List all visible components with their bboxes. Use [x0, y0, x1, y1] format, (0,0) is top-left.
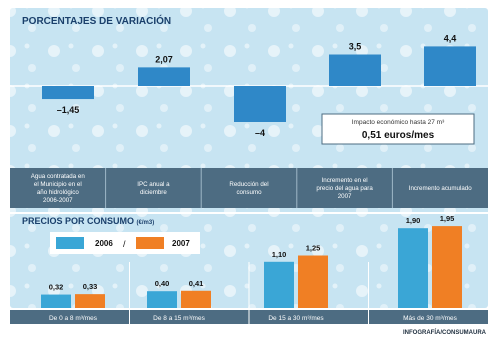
top-bar-4: [329, 54, 381, 86]
bar-value-label: 0,41: [189, 279, 204, 288]
bar-value-label: 1,95: [440, 214, 455, 223]
top-bar-1: [42, 86, 94, 100]
legend-label-2006: 2006: [95, 239, 113, 248]
top-category-label: IPC anual a diciembre: [137, 181, 170, 196]
top-category-label: Incremento en el precio del agua para 2007: [316, 177, 373, 200]
bar-value-label: 0,33: [83, 282, 98, 291]
bar-2006-4: [398, 228, 428, 308]
top-bar-value-label: –1,45: [57, 105, 80, 115]
top-bar-2: [138, 67, 190, 86]
bar-2006-3: [264, 261, 294, 308]
legend-swatch-2007: [136, 237, 164, 249]
top-category-label: Agua contratada en el Municipio en el año …: [31, 173, 86, 204]
top-bar-3: [234, 86, 286, 122]
bar-value-label: 1,25: [306, 244, 321, 253]
top-bar-value-label: 3,5: [349, 42, 362, 52]
bar-2006-1: [41, 294, 71, 308]
bottom-category-label: De 0 a 8 m³/mes: [49, 315, 98, 322]
bottom-chart-title: PRECIOS POR CONSUMO (€/m3): [22, 216, 154, 226]
bar-2007-1: [75, 294, 105, 308]
top-bar-value-label: 4,4: [444, 33, 457, 43]
legend-swatch-2006: [56, 237, 84, 249]
bar-value-label: 0,32: [49, 283, 64, 292]
top-chart-title: PORCENTAJES DE VARIACIÓN: [22, 14, 171, 27]
credit-text: INFOGRAFÍA/CONSUMAURA: [403, 328, 487, 336]
impact-annotation-line2: 0,51 euros/mes: [362, 130, 435, 141]
top-bar-value-label: –4: [255, 128, 265, 138]
bar-value-label: 1,10: [272, 250, 287, 259]
bar-value-label: 0,40: [155, 279, 170, 288]
bar-2007-2: [181, 290, 211, 308]
bar-2007-4: [432, 226, 462, 308]
bottom-category-label: De 15 a 30 m³/mes: [268, 315, 324, 322]
impact-annotation-line1: Impacto económico hasta 27 m³: [352, 119, 445, 126]
bottom-category-label: De 8 a 15 m³/mes: [153, 315, 205, 322]
top-category-label: Reducción del consumo: [229, 181, 268, 196]
bar-2007-3: [298, 255, 328, 308]
top-bar-5: [424, 46, 476, 86]
legend-separator: /: [123, 239, 126, 249]
impact-annotation-box: [321, 113, 475, 145]
legend-label-2007: 2007: [172, 239, 190, 248]
bar-value-label: 1,90: [406, 216, 421, 225]
top-bar-value-label: 2,07: [155, 54, 173, 64]
bottom-category-label: Más de 30 m³/mes: [403, 315, 458, 322]
bar-2006-2: [147, 291, 177, 308]
caption-strip: [10, 168, 488, 208]
top-category-label: Incremento acumulado: [409, 185, 473, 192]
